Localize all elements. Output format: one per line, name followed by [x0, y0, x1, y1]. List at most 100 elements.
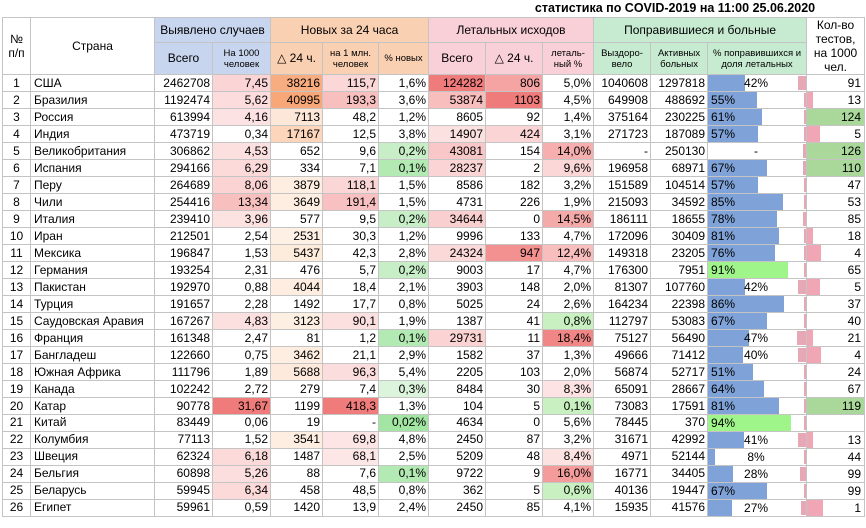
- tests-per1000: 53: [806, 193, 866, 211]
- deaths-total: 8484: [428, 380, 487, 398]
- recovered-lethal-cell: 42%: [707, 278, 808, 296]
- cases-per1000: 4,53: [211, 142, 272, 160]
- total-cases: 102242: [154, 380, 213, 398]
- deaths-total: 2450: [428, 498, 487, 517]
- lethal-ratio-bar: [804, 483, 806, 498]
- header-pct-recovered-text: % поправившихся: [713, 47, 794, 59]
- total-cases: 473719: [154, 125, 213, 143]
- table-row: 2 Бразилия 1192474 5,62 40995 193,3 3,6% 53874 1…: [2, 91, 866, 109]
- ratio-label: 42%: [744, 76, 769, 90]
- tests-fill: [808, 415, 864, 430]
- tests-per1000: 47: [806, 176, 866, 194]
- ratio-label: -: [754, 144, 759, 158]
- deaths-24h: 0: [485, 210, 544, 228]
- new-per1m: 48,2: [322, 108, 380, 126]
- lethal-pct: 14,0%: [542, 142, 595, 160]
- ratio-label: 28%: [744, 466, 769, 481]
- country-name: Южная Африка: [30, 363, 155, 381]
- tests-per1000: 99: [806, 481, 866, 500]
- country-name: Египет: [30, 498, 155, 517]
- country-name: Бельгия: [30, 464, 155, 483]
- recovered-pct-label: 85%: [711, 195, 736, 209]
- lethal-pct: 5,6%: [542, 414, 595, 432]
- row-num: 16: [2, 329, 31, 347]
- table-row: 9 Италия 239410 3,96 577 9,5 0,2% 34644 0 14,5% 18…: [2, 210, 866, 228]
- tests-value: 13: [847, 93, 862, 107]
- header-tests: Кол-во тестов, на 1000 чел.: [806, 17, 866, 75]
- deaths-total: 124282: [428, 74, 487, 92]
- recovered-bar: [708, 398, 780, 414]
- lethal-pct: 1,4%: [542, 108, 595, 126]
- new-per1m: 21,1: [322, 346, 380, 364]
- recovered-count: 149318: [593, 244, 652, 262]
- tests-per1000: 119: [806, 397, 866, 415]
- table-row: 16 Франция 161348 2,47 81 1,2 0,1% 29731 11 18,4%…: [2, 329, 866, 347]
- lethal-ratio-bar: [797, 432, 806, 447]
- country-name: Германия: [30, 261, 155, 279]
- cases-per1000: 1,53: [211, 244, 272, 262]
- lethal-ratio-bar: [804, 229, 806, 243]
- active-count: 18655: [650, 210, 709, 228]
- new-per1m: 68,1: [322, 447, 380, 466]
- total-cases: 239410: [154, 210, 213, 228]
- header-num: № п/п: [2, 17, 31, 75]
- country-name: США: [30, 74, 155, 92]
- lethal-ratio-bar: [803, 246, 806, 260]
- row-num: 8: [2, 193, 31, 211]
- lethal-pct: 4,5%: [542, 91, 595, 109]
- table-row: 4 Индия 473719 0,34 17167 12,5 3,8% 14907 424 3,1…: [2, 125, 866, 143]
- active-count: 42992: [650, 430, 709, 449]
- deaths-24h: 2: [485, 159, 544, 177]
- pct-new: 4,8%: [378, 430, 430, 449]
- recovered-lethal-cell: 57%: [707, 125, 808, 143]
- pct-new: 2,9%: [378, 346, 430, 364]
- recovered-lethal-cell: 81%: [707, 227, 808, 245]
- pct-new: 0,1%: [378, 159, 430, 177]
- tests-value: 91: [847, 76, 862, 90]
- lethal-ratio-bar: [803, 161, 806, 175]
- header-per1m: на 1 млн. человек: [322, 42, 380, 75]
- recovered-count: 112797: [593, 312, 652, 330]
- deaths-24h: 5: [485, 397, 544, 415]
- recovered-bar: [708, 381, 765, 397]
- table-body: 1 США 2462708 7,45 38216 115,7 1,6% 124282 806 5,…: [2, 74, 866, 528]
- total-cases: 196847: [154, 244, 213, 262]
- pct-new: 5,4%: [378, 363, 430, 381]
- cases-per1000: 8,06: [211, 176, 272, 194]
- new-cases-24h: 88: [270, 464, 324, 483]
- tests-value: 13: [847, 432, 862, 447]
- recovered-lethal-cell: 91%: [707, 261, 808, 279]
- recovered-count: 1040608: [593, 74, 652, 92]
- new-cases-24h: 279: [270, 380, 324, 398]
- new-cases-24h: 1420: [270, 498, 324, 517]
- lethal-ratio-bar: [798, 348, 806, 362]
- country-name: Колумбия: [30, 430, 155, 449]
- tests-value: 99: [847, 483, 862, 498]
- tests-value: 85: [847, 212, 862, 226]
- deaths-total: 24324: [428, 244, 487, 262]
- pct-new: 3,8%: [378, 125, 430, 143]
- table-row: 24 Бельгия 60898 5,26 88 7,6 0,1% 9722 9 16,0% 167…: [2, 464, 866, 483]
- deaths-24h: 182: [485, 176, 544, 194]
- tests-fill: [807, 228, 814, 244]
- pct-new: 3,6%: [378, 91, 430, 109]
- pct-new: 0,2%: [378, 210, 430, 228]
- recovered-pct-label: 78%: [711, 212, 736, 226]
- country-name: Чили: [30, 193, 155, 211]
- lethal-pct: 3,1%: [542, 125, 595, 143]
- total-cases: 111796: [154, 363, 213, 381]
- ratio-label: 41%: [744, 432, 769, 447]
- cases-per1000: 6,34: [211, 481, 272, 500]
- recovered-count: 15935: [593, 498, 652, 517]
- lethal-ratio-bar: [804, 382, 806, 396]
- recovered-lethal-cell: 67%: [707, 481, 808, 500]
- recovered-bar: [708, 500, 732, 516]
- row-gap: [2, 515, 865, 528]
- recovered-bar: [708, 415, 791, 431]
- pct-new: 1,6%: [378, 74, 430, 92]
- new-per1m: 9,5: [322, 210, 380, 228]
- lethal-ratio-bar: [800, 500, 806, 515]
- country-name: Испания: [30, 159, 155, 177]
- new-cases-24h: 458: [270, 481, 324, 500]
- new-per1m: 12,5: [322, 125, 380, 143]
